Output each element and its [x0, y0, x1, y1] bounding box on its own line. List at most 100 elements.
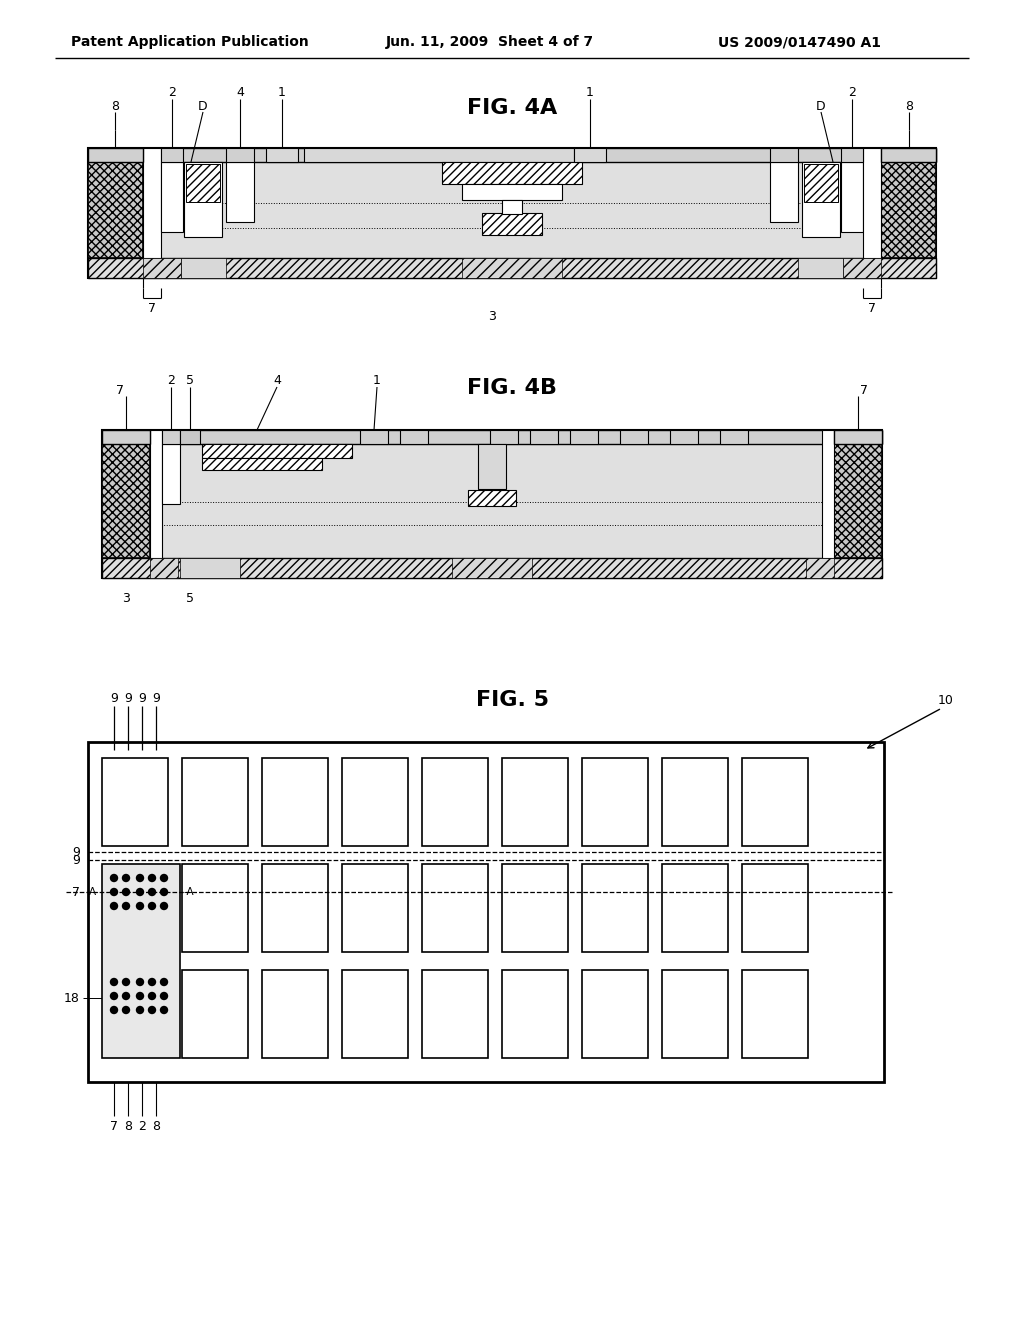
Bar: [102, 430, 882, 444]
Circle shape: [148, 978, 156, 986]
Text: D: D: [816, 99, 825, 112]
Text: 1: 1: [279, 86, 286, 99]
Bar: [802, 162, 840, 238]
Bar: [342, 970, 408, 1059]
Bar: [834, 430, 882, 444]
Bar: [161, 162, 183, 232]
Bar: [202, 458, 322, 470]
Circle shape: [123, 903, 129, 909]
Bar: [662, 758, 728, 846]
Text: D: D: [199, 99, 208, 112]
Bar: [102, 430, 150, 558]
Text: 7: 7: [148, 301, 156, 314]
Bar: [262, 758, 328, 846]
Text: 9: 9: [138, 692, 146, 705]
Circle shape: [136, 1006, 143, 1014]
Circle shape: [123, 888, 129, 895]
Bar: [620, 430, 648, 444]
Circle shape: [123, 978, 129, 986]
Circle shape: [111, 903, 118, 909]
Circle shape: [161, 903, 168, 909]
Bar: [161, 148, 183, 162]
Bar: [102, 865, 180, 1059]
Bar: [770, 162, 798, 222]
Text: 1: 1: [373, 374, 381, 387]
Bar: [502, 758, 568, 846]
Bar: [182, 758, 248, 846]
Bar: [798, 257, 843, 279]
Circle shape: [161, 993, 168, 999]
Bar: [422, 970, 488, 1059]
Bar: [342, 758, 408, 846]
Text: 1: 1: [586, 86, 594, 99]
Bar: [442, 162, 582, 183]
Text: 7: 7: [868, 301, 876, 314]
Text: 7: 7: [116, 384, 124, 396]
Bar: [202, 444, 352, 458]
Circle shape: [136, 993, 143, 999]
Bar: [502, 970, 568, 1059]
Bar: [88, 148, 143, 257]
Bar: [266, 148, 298, 162]
Bar: [181, 257, 226, 279]
Text: 9: 9: [110, 692, 118, 705]
Text: 9: 9: [152, 692, 160, 705]
Text: 2: 2: [138, 1119, 146, 1133]
Bar: [180, 430, 200, 444]
Bar: [582, 865, 648, 952]
Text: 8: 8: [905, 99, 913, 112]
Text: 2: 2: [168, 86, 176, 99]
Text: 5: 5: [186, 374, 194, 387]
Bar: [150, 430, 162, 558]
Circle shape: [136, 874, 143, 882]
Bar: [102, 758, 168, 846]
Bar: [468, 490, 516, 506]
Circle shape: [111, 993, 118, 999]
Text: FIG. 5: FIG. 5: [475, 690, 549, 710]
Bar: [182, 970, 248, 1059]
Text: 8: 8: [124, 1119, 132, 1133]
Circle shape: [161, 978, 168, 986]
Bar: [582, 970, 648, 1059]
Text: 7: 7: [110, 1119, 118, 1133]
Bar: [262, 970, 328, 1059]
Circle shape: [123, 993, 129, 999]
Bar: [490, 430, 518, 444]
Circle shape: [161, 888, 168, 895]
Text: US 2009/0147490 A1: US 2009/0147490 A1: [719, 36, 882, 49]
Text: 8: 8: [111, 99, 119, 112]
Bar: [478, 444, 506, 488]
Bar: [804, 164, 838, 202]
Bar: [88, 148, 936, 279]
Bar: [582, 758, 648, 846]
Bar: [102, 430, 150, 444]
Text: 8: 8: [152, 1119, 160, 1133]
Circle shape: [148, 993, 156, 999]
Circle shape: [111, 978, 118, 986]
Bar: [180, 558, 240, 578]
Text: 3: 3: [122, 591, 130, 605]
Bar: [88, 257, 936, 279]
Bar: [834, 430, 882, 558]
Bar: [184, 162, 222, 238]
Circle shape: [161, 1006, 168, 1014]
Text: 18: 18: [65, 991, 80, 1005]
Bar: [881, 148, 936, 257]
Text: 4: 4: [273, 374, 281, 387]
Bar: [143, 148, 161, 257]
Bar: [400, 430, 428, 444]
Bar: [574, 148, 606, 162]
Text: 2: 2: [848, 86, 856, 99]
Bar: [843, 257, 881, 279]
Text: 4: 4: [237, 86, 244, 99]
Bar: [742, 865, 808, 952]
Bar: [143, 257, 181, 279]
Bar: [482, 213, 542, 235]
Bar: [452, 558, 532, 578]
Bar: [670, 430, 698, 444]
Bar: [422, 865, 488, 952]
Text: FIG. 4A: FIG. 4A: [467, 98, 557, 117]
Bar: [530, 430, 558, 444]
Text: 3: 3: [488, 309, 496, 322]
Bar: [226, 162, 254, 222]
